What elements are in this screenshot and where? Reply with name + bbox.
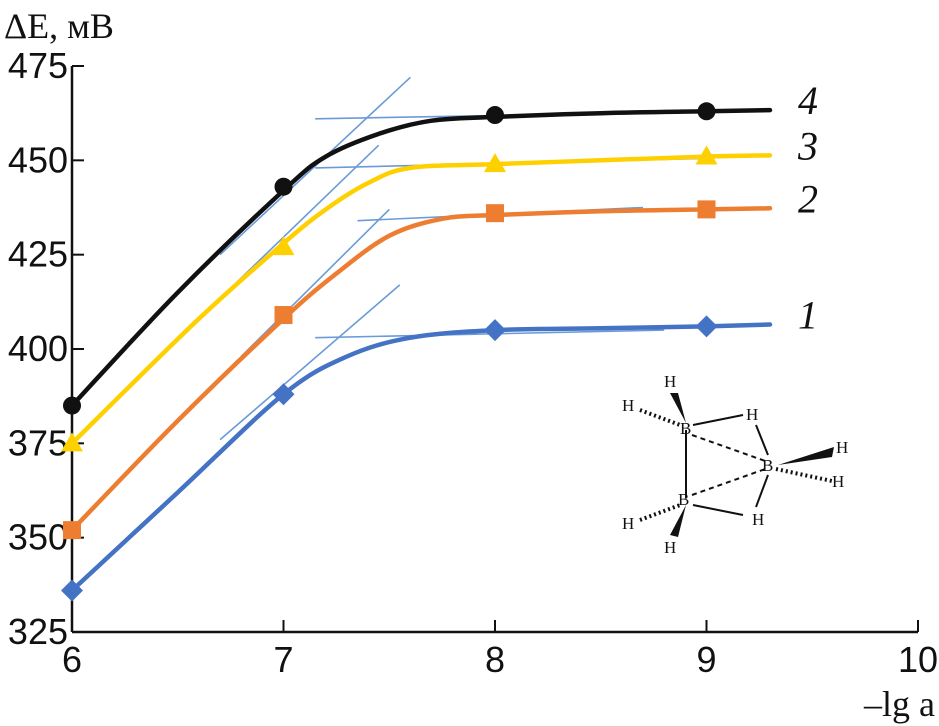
series-label-4: 4 xyxy=(798,78,818,123)
series-labels: 1 2 34 xyxy=(797,78,818,337)
x-tick-label: 7 xyxy=(273,639,293,680)
data-point-series-2 xyxy=(697,200,716,219)
y-tick-label: 425 xyxy=(8,234,68,275)
atom-label: B xyxy=(762,456,773,475)
series-label-3: 3 xyxy=(797,123,818,168)
data-point-series-4 xyxy=(63,396,81,415)
data-point-series-1 xyxy=(484,319,506,342)
ticks xyxy=(71,65,919,633)
series-line-4 xyxy=(69,107,773,408)
x-axis-title: –lg a xyxy=(863,684,935,724)
molecule-structure-inset: H H H B B B H H H H H xyxy=(622,372,848,557)
atom-label: H xyxy=(622,514,634,533)
wedge-bond xyxy=(670,393,686,423)
atom-label: H xyxy=(664,538,676,557)
data-point-series-3 xyxy=(61,432,83,452)
data-point-series-1 xyxy=(61,579,83,602)
data-point-series-2 xyxy=(486,204,504,223)
y-tick-label: 350 xyxy=(8,517,68,558)
axes xyxy=(70,66,918,634)
hashed-bond xyxy=(639,408,681,427)
data-point-series-4 xyxy=(486,106,504,125)
series-line-1 xyxy=(69,322,773,593)
tangent-lines xyxy=(198,76,728,441)
data-point-series-4 xyxy=(697,102,716,121)
data-point-series-3 xyxy=(484,153,506,173)
x-tick-label: 10 xyxy=(898,639,938,680)
series-line-3 xyxy=(69,153,773,446)
hashed-bond xyxy=(639,503,681,522)
bond xyxy=(692,414,744,426)
bond xyxy=(691,467,769,496)
atom-label: B xyxy=(678,490,689,509)
series-label-1: 1 xyxy=(798,292,818,337)
data-point-series-1 xyxy=(695,315,718,338)
tangent-line-1 xyxy=(219,284,401,441)
atom-label: H xyxy=(664,372,676,391)
data-point-series-2 xyxy=(63,521,81,540)
series-markers xyxy=(61,102,718,602)
atom-label: H xyxy=(752,510,764,529)
data-point-series-1 xyxy=(272,383,295,406)
y-tick-label: 400 xyxy=(8,328,68,369)
x-tick-label: 9 xyxy=(696,639,716,680)
data-point-series-3 xyxy=(272,236,295,256)
data-point-series-3 xyxy=(695,145,718,165)
atom-label: H xyxy=(622,396,634,415)
series-line-2 xyxy=(69,206,773,533)
data-point-series-2 xyxy=(274,306,293,325)
wedge-bond xyxy=(670,505,686,537)
tick-labels: 325 350 375 400 425 450 475 6 7 8 9 10 xyxy=(8,45,938,680)
data-point-series-4 xyxy=(274,177,293,196)
x-tick-label: 6 xyxy=(62,639,82,680)
y-tick-label: 375 xyxy=(8,422,68,463)
bond xyxy=(692,504,744,516)
x-tick-label: 8 xyxy=(485,639,505,680)
series-curves xyxy=(69,107,773,593)
bond xyxy=(755,424,769,456)
atom-label: H xyxy=(832,472,844,491)
tangent-line-2 xyxy=(240,208,390,358)
tangent-line-4 xyxy=(219,76,411,256)
atom-label: B xyxy=(680,419,691,438)
bond xyxy=(755,474,769,508)
wedge-bond xyxy=(778,447,834,465)
hashed-bond xyxy=(775,467,833,483)
y-tick-label: 450 xyxy=(8,139,68,180)
y-tick-label: 475 xyxy=(8,45,68,86)
atom-label: H xyxy=(836,438,848,457)
series-label-2: 2 xyxy=(798,176,818,221)
bond xyxy=(691,434,769,463)
atom-label: H xyxy=(746,405,758,424)
y-axis-title: ΔE, мВ xyxy=(4,6,114,46)
y-tick-label: 325 xyxy=(8,611,68,652)
